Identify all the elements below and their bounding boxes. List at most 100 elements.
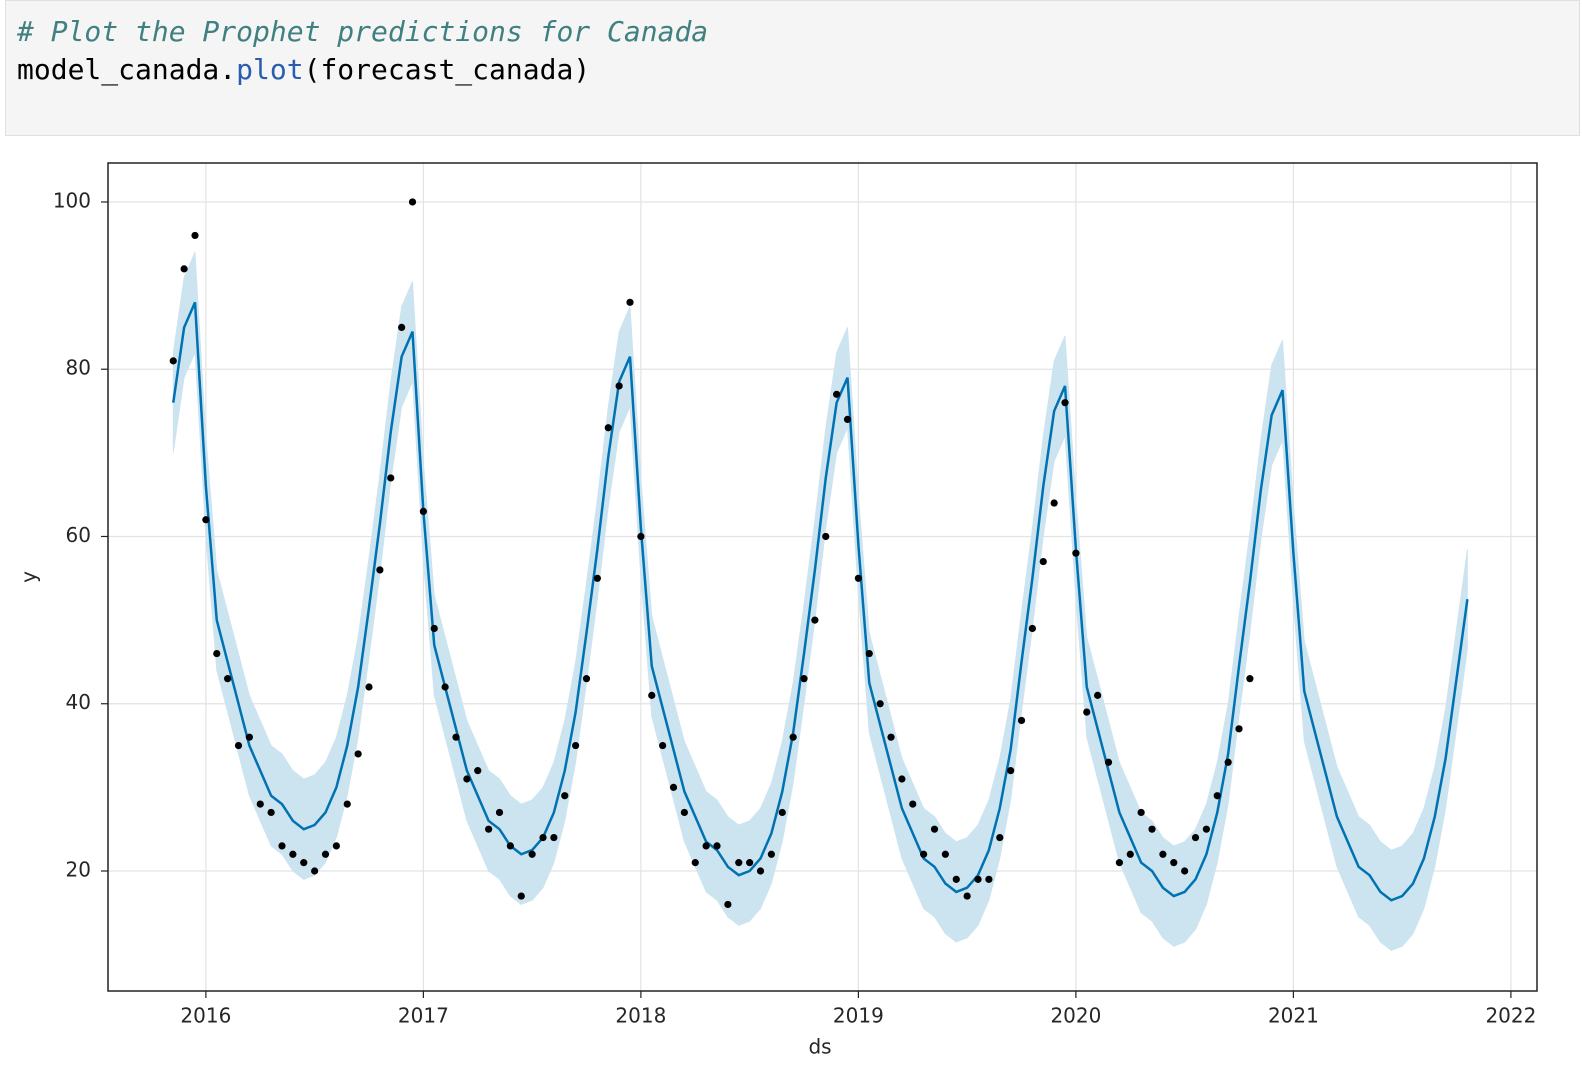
y-tick-label: 60 xyxy=(66,523,91,547)
observed-point xyxy=(1213,792,1221,800)
y-tick-label: 40 xyxy=(66,690,91,714)
observed-point xyxy=(495,808,504,817)
observed-point xyxy=(887,733,895,741)
observed-point xyxy=(615,382,623,390)
observed-point xyxy=(1104,758,1113,766)
code-token: # Plot the Prophet predictions for Canad… xyxy=(17,15,709,48)
observed-point xyxy=(702,842,710,850)
observed-point xyxy=(256,800,264,808)
observed-point xyxy=(267,808,275,817)
observed-point xyxy=(680,808,688,817)
observed-point xyxy=(865,649,873,658)
observed-point xyxy=(1007,767,1015,775)
x-tick-label: 2016 xyxy=(180,1004,231,1028)
observed-point xyxy=(1170,859,1178,867)
observed-point xyxy=(506,842,514,850)
observed-point xyxy=(289,850,297,858)
observed-point xyxy=(1181,867,1189,875)
observed-point xyxy=(561,792,569,800)
observed-point xyxy=(528,850,536,858)
observed-point xyxy=(669,783,678,791)
observed-point xyxy=(800,675,808,683)
observed-point xyxy=(1061,399,1069,407)
observed-point xyxy=(854,574,862,582)
observed-point xyxy=(517,892,525,900)
observed-point xyxy=(365,683,373,691)
observed-point xyxy=(572,741,580,750)
observed-point xyxy=(1246,675,1254,683)
plot-frame xyxy=(107,162,1538,992)
observed-point xyxy=(213,649,221,658)
observed-point xyxy=(930,825,939,833)
observed-point xyxy=(833,390,841,398)
x-tick-label: 2022 xyxy=(1485,1004,1536,1028)
observed-point xyxy=(963,892,971,900)
code-line: model_canada.plot(forecast_canada) xyxy=(17,53,590,87)
observed-point xyxy=(441,683,449,691)
forecast-line xyxy=(172,301,1469,902)
code-token: plot xyxy=(236,53,304,86)
observed-point xyxy=(311,867,319,875)
observed-point xyxy=(648,691,656,699)
observed-point xyxy=(398,323,406,332)
observed-point xyxy=(876,700,884,708)
observed-point xyxy=(1083,708,1091,716)
x-tick-label: 2020 xyxy=(1050,1004,1101,1028)
observed-point xyxy=(321,850,330,858)
observed-point xyxy=(1191,833,1200,842)
observed-point xyxy=(593,574,601,582)
x-axis-label: ds xyxy=(808,1035,831,1059)
observed-point xyxy=(463,775,471,783)
observed-point xyxy=(343,800,351,808)
observed-point xyxy=(691,859,699,867)
x-tick-label: 2021 xyxy=(1268,1004,1319,1028)
observed-point xyxy=(180,265,188,273)
observed-point xyxy=(724,900,732,909)
observed-point xyxy=(637,532,645,541)
observed-point xyxy=(909,800,917,808)
observed-point xyxy=(604,424,612,432)
observed-point xyxy=(245,733,253,741)
observed-point xyxy=(941,850,949,858)
observed-point xyxy=(713,842,721,850)
observed-point xyxy=(278,842,286,850)
y-axis-label: y xyxy=(17,571,41,583)
observed-point xyxy=(778,808,786,817)
y-tick-label: 80 xyxy=(66,356,91,380)
y-tick-label: 100 xyxy=(53,188,91,212)
x-tick-label: 2017 xyxy=(398,1004,449,1028)
code-token: model_canada. xyxy=(17,53,237,86)
observed-point xyxy=(191,231,199,240)
observed-point xyxy=(1126,850,1134,858)
observed-point xyxy=(735,859,743,867)
code-cell[interactable]: # Plot the Prophet predictions for Canad… xyxy=(5,0,1580,136)
x-tick-label: 2019 xyxy=(833,1004,884,1028)
x-tick-label: 2018 xyxy=(615,1004,666,1028)
observed-point xyxy=(1202,825,1210,833)
code-token: (forecast_canada) xyxy=(303,53,591,86)
observed-point xyxy=(952,875,960,883)
observed-point xyxy=(789,733,797,741)
observed-point xyxy=(300,859,308,867)
observed-point xyxy=(408,198,417,206)
observed-point xyxy=(659,741,667,750)
observed-point xyxy=(626,298,634,306)
observed-point xyxy=(1072,549,1080,557)
y-tick-label: 20 xyxy=(66,857,91,881)
observed-point xyxy=(332,842,340,850)
observed-point xyxy=(419,507,427,515)
observed-point xyxy=(1235,725,1243,733)
observed-point xyxy=(1148,825,1156,833)
observed-point xyxy=(582,675,591,683)
observed-point xyxy=(746,859,754,867)
observed-point xyxy=(474,767,482,775)
observed-point xyxy=(1115,859,1123,867)
uncertainty-band xyxy=(172,251,1468,952)
observed-point xyxy=(1137,808,1145,817)
observed-point xyxy=(452,733,460,741)
observed-point xyxy=(539,833,547,842)
observed-point xyxy=(550,833,558,842)
observed-point xyxy=(767,850,775,858)
observed-point xyxy=(1039,557,1047,566)
